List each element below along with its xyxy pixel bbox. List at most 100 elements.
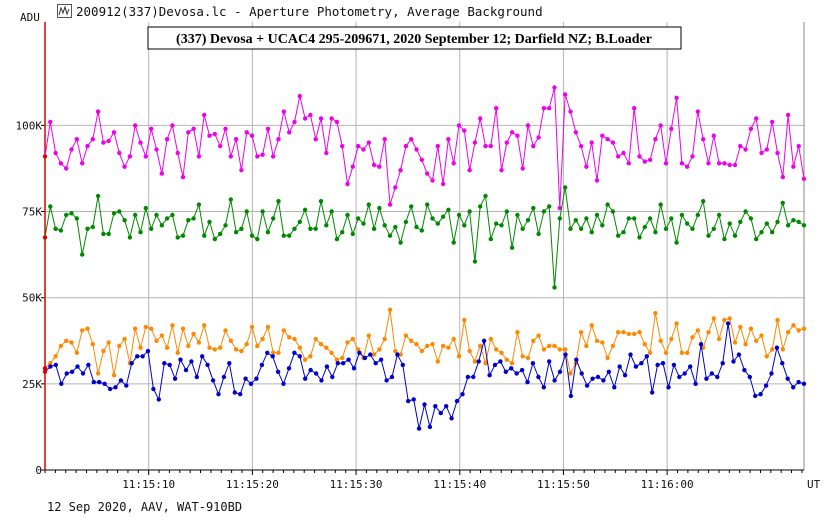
data-point xyxy=(467,348,472,354)
data-point xyxy=(478,116,483,121)
data-point xyxy=(292,119,297,125)
data-point xyxy=(658,338,663,343)
data-point xyxy=(133,212,138,218)
data-point xyxy=(191,331,196,337)
data-point xyxy=(276,350,281,355)
data-point xyxy=(382,223,387,228)
data-point xyxy=(780,347,785,352)
data-point xyxy=(770,347,775,352)
data-point xyxy=(228,154,233,159)
data-point xyxy=(140,354,145,359)
data-point xyxy=(377,205,382,211)
data-point xyxy=(695,328,700,333)
data-point xyxy=(531,338,536,343)
data-point xyxy=(180,174,186,180)
data-point xyxy=(622,373,628,378)
data-point xyxy=(600,340,605,345)
data-point xyxy=(324,364,330,369)
data-point xyxy=(695,109,700,114)
data-point xyxy=(743,342,748,347)
data-point xyxy=(329,350,334,355)
data-point xyxy=(748,126,754,131)
data-point xyxy=(186,218,191,223)
data-point xyxy=(488,143,493,149)
data-point xyxy=(419,348,424,354)
data-point xyxy=(637,330,642,335)
data-point xyxy=(753,393,758,399)
data-point xyxy=(541,385,546,390)
data-point xyxy=(183,367,189,373)
data-point xyxy=(780,361,785,366)
data-point xyxy=(494,221,499,226)
data-point xyxy=(308,367,313,373)
data-point xyxy=(547,343,552,349)
data-point xyxy=(281,381,286,386)
data-point xyxy=(601,378,606,383)
data-point xyxy=(642,159,647,164)
data-point xyxy=(149,326,154,331)
data-point xyxy=(403,219,409,225)
data-point xyxy=(58,228,64,233)
x-tick-label: 11:15:40 xyxy=(433,478,486,491)
data-point xyxy=(138,230,143,235)
data-point xyxy=(90,224,96,230)
data-point xyxy=(698,342,704,347)
data-point xyxy=(324,223,329,228)
data-point xyxy=(324,345,329,350)
data-point xyxy=(409,137,414,142)
data-point xyxy=(716,336,722,342)
data-point xyxy=(42,235,48,240)
data-point xyxy=(499,223,504,228)
data-point xyxy=(568,393,574,399)
data-point xyxy=(481,338,487,343)
data-point xyxy=(509,245,515,250)
data-point xyxy=(465,374,471,380)
data-point xyxy=(621,230,626,235)
window-title-bar: 200912(337)Devosa.lc - Aperture Photomet… xyxy=(0,0,828,22)
data-point xyxy=(118,378,124,383)
data-point xyxy=(292,226,297,231)
data-point xyxy=(143,205,148,211)
data-point xyxy=(791,164,796,169)
data-point xyxy=(547,106,552,111)
data-point xyxy=(451,240,456,245)
data-point xyxy=(647,216,653,221)
data-point xyxy=(64,371,69,376)
data-point xyxy=(578,226,584,231)
x-tick-label: 11:15:20 xyxy=(226,478,279,491)
data-point xyxy=(122,164,127,169)
data-point xyxy=(90,342,96,347)
data-point xyxy=(498,359,503,364)
data-point xyxy=(701,199,706,204)
data-point xyxy=(706,161,711,166)
data-point xyxy=(430,216,435,221)
data-point xyxy=(688,364,693,369)
data-point xyxy=(313,336,318,342)
data-point xyxy=(286,366,292,371)
data-point xyxy=(212,131,217,137)
data-point xyxy=(743,209,748,214)
data-point xyxy=(238,392,243,397)
data-point xyxy=(361,147,366,152)
data-point xyxy=(738,219,743,225)
data-point xyxy=(202,323,207,328)
data-point xyxy=(205,362,210,368)
data-point xyxy=(796,143,801,149)
data-point xyxy=(650,390,655,395)
data-point xyxy=(449,416,454,421)
data-point xyxy=(411,397,416,402)
data-point xyxy=(679,350,685,355)
data-point xyxy=(785,376,790,381)
data-point xyxy=(345,212,350,218)
data-point xyxy=(690,335,695,340)
data-point xyxy=(255,343,260,349)
data-point xyxy=(371,352,377,357)
data-point xyxy=(594,178,600,183)
data-point xyxy=(318,116,324,121)
data-point xyxy=(218,345,223,350)
data-point xyxy=(425,343,430,349)
data-point xyxy=(655,362,660,368)
data-point xyxy=(145,348,151,354)
data-point xyxy=(53,362,58,368)
